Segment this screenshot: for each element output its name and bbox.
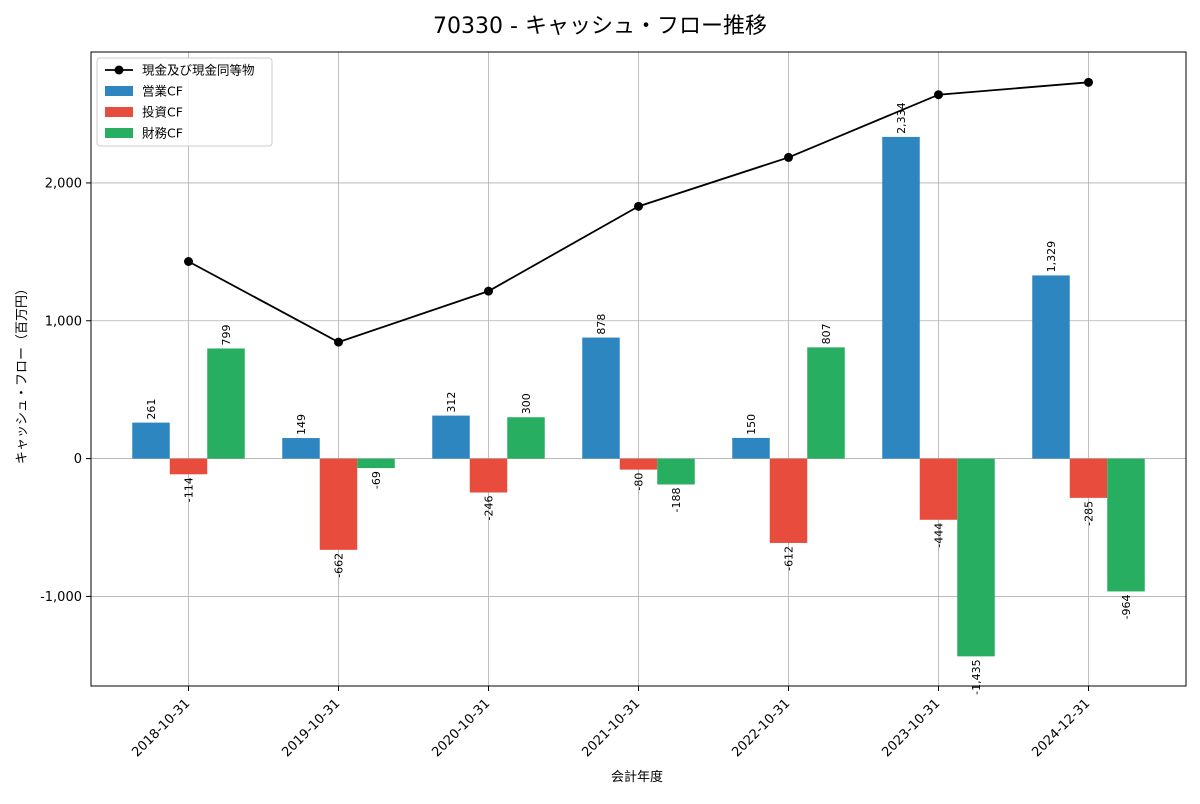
x-tick-label: 2023-10-31 bbox=[879, 696, 943, 760]
data-label-財務CF: -188 bbox=[670, 487, 683, 512]
data-label-投資CF: -114 bbox=[183, 477, 196, 502]
bar-財務CF-2024-12-31 bbox=[1107, 458, 1145, 592]
y-axis-label: キャッシュ・フロー（百万円） bbox=[15, 282, 30, 464]
bar-投資CF-2018-10-31 bbox=[169, 458, 208, 475]
grid-layer bbox=[91, 52, 1186, 686]
legend-label: 営業CF bbox=[142, 84, 183, 99]
bar-投資CF-2019-10-31 bbox=[319, 458, 358, 550]
y-tick-label: -1,000 bbox=[40, 590, 82, 605]
data-label-財務CF: -1,435 bbox=[970, 659, 983, 694]
data-label-財務CF: 300 bbox=[520, 393, 533, 414]
x-tick-label: 2019-10-31 bbox=[279, 696, 343, 760]
x-tick-label: 2021-10-31 bbox=[579, 696, 643, 760]
y-tick-label: 2,000 bbox=[45, 176, 82, 191]
y-tick-label: 1,000 bbox=[45, 314, 82, 329]
data-label-営業CF: 312 bbox=[445, 392, 458, 413]
bar-財務CF-2021-10-31 bbox=[657, 458, 695, 485]
bar-投資CF-2020-10-31 bbox=[469, 458, 508, 493]
bar-営業CF-2021-10-31 bbox=[582, 337, 620, 459]
data-label-投資CF: -285 bbox=[1083, 501, 1096, 526]
bar-財務CF-2022-10-31 bbox=[807, 347, 845, 459]
x-tick-label: 2024-12-31 bbox=[1029, 696, 1093, 760]
data-label-営業CF: 261 bbox=[145, 399, 158, 420]
cash-point-2019-10-31 bbox=[334, 337, 343, 347]
cash-point-2023-10-31 bbox=[934, 90, 943, 100]
data-labels-layer: 261 149 312 878 150 2,334 1,329 -114 -662 -246 -80… bbox=[145, 102, 1133, 694]
x-tick-label: 2018-10-31 bbox=[129, 696, 193, 760]
bar-財務CF-2023-10-31 bbox=[957, 458, 995, 657]
cash-point-2022-10-31 bbox=[784, 152, 793, 162]
line-layer bbox=[184, 77, 1093, 347]
data-label-営業CF: 149 bbox=[295, 414, 308, 435]
bars-layer bbox=[132, 136, 1145, 657]
cash-point-2021-10-31 bbox=[634, 201, 643, 211]
bar-投資CF-2021-10-31 bbox=[619, 458, 658, 470]
bar-投資CF-2024-12-31 bbox=[1069, 458, 1108, 498]
bar-財務CF-2018-10-31 bbox=[207, 348, 245, 459]
cash-point-2018-10-31 bbox=[184, 256, 193, 266]
data-label-投資CF: -80 bbox=[633, 473, 646, 491]
data-label-営業CF: 1,329 bbox=[1045, 241, 1058, 273]
bar-財務CF-2020-10-31 bbox=[507, 417, 545, 459]
data-label-営業CF: 150 bbox=[745, 414, 758, 435]
legend-swatch-投資CF bbox=[105, 107, 133, 117]
x-tick-label: 2022-10-31 bbox=[729, 696, 793, 760]
data-label-投資CF: -612 bbox=[783, 546, 796, 571]
data-label-投資CF: -246 bbox=[483, 495, 496, 520]
data-label-財務CF: 807 bbox=[820, 323, 833, 344]
data-label-投資CF: -662 bbox=[333, 553, 346, 578]
chart-title: 70330 - キャッシュ・フロー推移 bbox=[433, 14, 767, 39]
legend-marker bbox=[114, 65, 124, 75]
bar-営業CF-2019-10-31 bbox=[282, 438, 320, 459]
data-label-財務CF: 799 bbox=[220, 324, 233, 345]
bar-営業CF-2018-10-31 bbox=[132, 422, 170, 459]
legend-label: 投資CF bbox=[142, 105, 183, 120]
data-label-財務CF: -964 bbox=[1120, 594, 1133, 619]
data-label-営業CF: 878 bbox=[595, 314, 608, 335]
bar-営業CF-2024-12-31 bbox=[1032, 275, 1070, 459]
data-label-財務CF: -69 bbox=[370, 471, 383, 489]
bar-営業CF-2023-10-31 bbox=[882, 136, 920, 459]
data-label-投資CF: -444 bbox=[933, 523, 946, 548]
y-tick-label: 0 bbox=[74, 452, 82, 467]
legend-box bbox=[96, 57, 273, 147]
legend-label: 現金及び現金同等物 bbox=[142, 63, 255, 78]
bar-投資CF-2022-10-31 bbox=[769, 458, 808, 543]
cash-point-2020-10-31 bbox=[484, 286, 493, 296]
bar-財務CF-2019-10-31 bbox=[357, 458, 395, 469]
bar-営業CF-2020-10-31 bbox=[432, 415, 470, 459]
data-label-営業CF: 2,334 bbox=[895, 102, 908, 134]
bar-投資CF-2023-10-31 bbox=[919, 458, 958, 520]
x-tick-label: 2020-10-31 bbox=[429, 696, 493, 760]
bar-営業CF-2022-10-31 bbox=[732, 437, 770, 459]
cash-point-2024-12-31 bbox=[1084, 77, 1093, 87]
x-axis-label: 会計年度 bbox=[611, 769, 663, 785]
legend-swatch-営業CF bbox=[105, 86, 133, 96]
legend-label: 財務CF bbox=[142, 126, 183, 141]
legend-swatch-財務CF bbox=[105, 128, 133, 138]
